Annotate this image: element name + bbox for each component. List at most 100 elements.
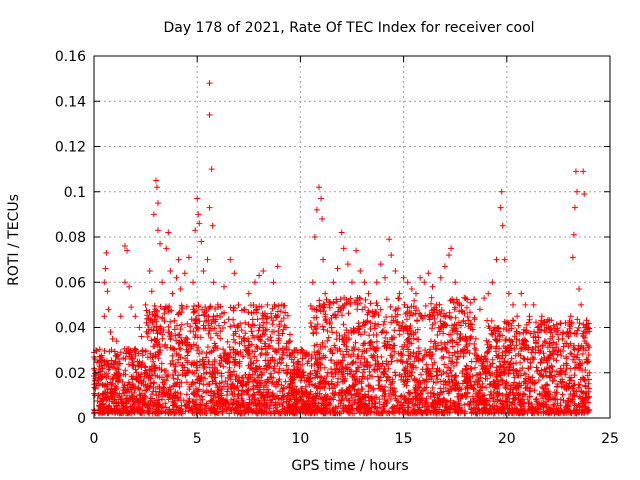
- data-point: [318, 195, 325, 202]
- data-point: [117, 313, 124, 320]
- data-point: [392, 267, 399, 274]
- data-point: [330, 279, 337, 286]
- data-point: [425, 270, 432, 277]
- noise-marker-path: [91, 294, 593, 417]
- data-point: [563, 340, 570, 347]
- data-point: [198, 238, 205, 245]
- data-point: [235, 301, 242, 308]
- axis-ticks: 0 5 10 15 20 25 0 0.02 0.04 0.06 0.08 0.1 0.12 0.14 0.…: [55, 49, 619, 447]
- data-point: [210, 279, 217, 286]
- data-point: [195, 211, 202, 218]
- data-point: [194, 195, 201, 202]
- data-point: [124, 247, 131, 254]
- y-tick-label: 0.16: [55, 49, 86, 65]
- data-point: [241, 306, 248, 313]
- data-point: [571, 204, 578, 211]
- data-point: [181, 270, 188, 277]
- data-point: [105, 306, 112, 313]
- data-point: [497, 204, 504, 211]
- data-point: [580, 168, 587, 175]
- data-point: [514, 313, 521, 320]
- data-point: [340, 245, 347, 252]
- data-point: [573, 188, 580, 195]
- data-point: [485, 290, 492, 297]
- data-point: [173, 274, 180, 281]
- data-point: [150, 211, 157, 218]
- data-point: [167, 267, 174, 274]
- data-point: [303, 351, 310, 358]
- data-point: [526, 313, 533, 320]
- data-point: [417, 274, 424, 281]
- data-point: [121, 243, 128, 250]
- data-point: [102, 265, 109, 272]
- y-tick-label: 0.1: [64, 185, 86, 201]
- data-point: [543, 329, 550, 336]
- data-point: [245, 290, 252, 297]
- data-point: [567, 313, 574, 320]
- x-tick-label: 5: [193, 431, 202, 447]
- data-point: [582, 324, 589, 331]
- data-point: [208, 166, 215, 173]
- data-point: [121, 279, 128, 286]
- data-point: [456, 301, 463, 308]
- data-point: [586, 369, 593, 376]
- data-point: [373, 279, 380, 286]
- data-point: [404, 279, 411, 286]
- data-point: [185, 254, 192, 261]
- data-point: [386, 236, 393, 243]
- data-point: [152, 177, 159, 184]
- data-point: [295, 358, 302, 365]
- data-point: [584, 358, 591, 365]
- data-point: [291, 347, 298, 354]
- data-point: [578, 301, 585, 308]
- data-point: [412, 290, 419, 297]
- x-tick-label: 20: [498, 431, 516, 447]
- grid-lines: [94, 56, 610, 418]
- data-point: [429, 283, 436, 290]
- data-point: [349, 279, 355, 286]
- data-point: [282, 324, 289, 331]
- chart-title: Day 178 of 2021, Rate Of TEC Index for r…: [163, 20, 534, 36]
- data-point: [169, 290, 176, 297]
- data-point: [446, 252, 453, 259]
- data-point: [572, 168, 579, 175]
- data-point: [142, 301, 149, 308]
- x-tick-label: 0: [90, 431, 99, 447]
- y-tick-label: 0.02: [55, 366, 86, 382]
- data-point: [103, 249, 110, 256]
- data-point: [154, 227, 161, 234]
- y-tick-label: 0.08: [55, 230, 86, 246]
- data-point: [382, 274, 389, 281]
- data-point: [518, 290, 525, 297]
- data-point: [452, 279, 459, 286]
- data-point: [365, 290, 372, 297]
- data-point: [128, 304, 135, 311]
- data-point: [163, 245, 170, 252]
- y-tick-label: 0: [77, 411, 86, 427]
- data-point: [501, 256, 508, 263]
- data-point: [136, 324, 143, 331]
- data-point: [326, 301, 333, 308]
- data-point: [530, 301, 537, 308]
- data-point: [148, 288, 155, 295]
- data-point: [113, 338, 120, 345]
- data-point: [107, 329, 114, 336]
- data-point: [251, 279, 258, 286]
- noise-markers: [91, 294, 593, 417]
- data-point: [299, 369, 306, 376]
- data-point: [481, 295, 488, 302]
- data-point: [221, 283, 228, 290]
- data-point: [505, 290, 512, 297]
- data-point: [270, 279, 277, 286]
- data-point: [190, 279, 197, 286]
- data-point: [338, 229, 345, 236]
- data-point: [441, 263, 448, 270]
- data-point: [209, 222, 216, 229]
- data-point: [388, 252, 395, 259]
- data-point: [101, 313, 108, 320]
- data-point: [231, 270, 238, 277]
- data-point: [353, 247, 360, 254]
- data-point: [227, 256, 234, 263]
- data-point: [509, 301, 516, 308]
